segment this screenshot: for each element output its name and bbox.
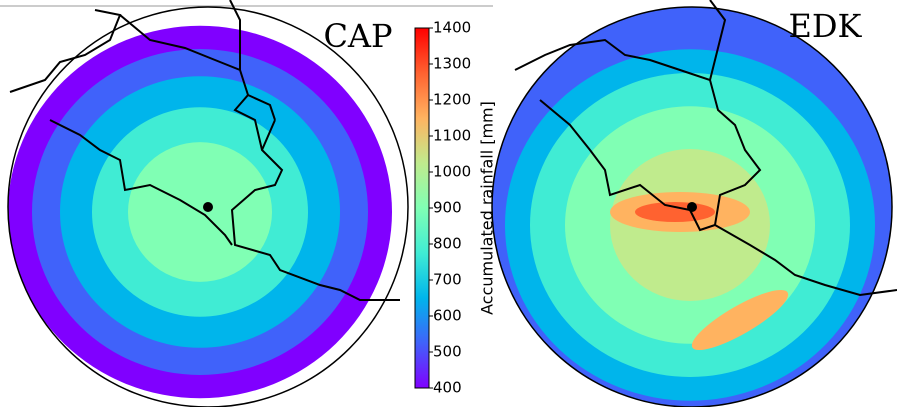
country-borders (9, 0, 897, 301)
tick-label: 900 (433, 199, 462, 217)
colorbar (414, 27, 430, 389)
colorbar-label: Accumulated rainfall [mm] (478, 101, 497, 315)
radar-site (203, 202, 213, 212)
tick-label: 500 (433, 343, 462, 361)
tick-label: 600 (433, 307, 462, 325)
rain-zone (691, 289, 789, 351)
radar-range (491, 6, 893, 407)
radar-range (7, 6, 409, 407)
panel-label: CAP (323, 17, 392, 55)
colorbar-ticks: 400 500 600 700 800 900 1000 1100 1200 1300 1400 (429, 19, 471, 397)
radar-site (687, 202, 697, 212)
panel-label: EDK (789, 7, 863, 45)
tick-label: 1200 (433, 91, 471, 109)
tick-label: 700 (433, 271, 462, 289)
rain-zone (635, 202, 715, 222)
tick-label: 1000 (433, 163, 471, 181)
tick-label: 1100 (433, 127, 471, 145)
tick-label: 1400 (433, 19, 471, 37)
tick-label: 800 (433, 235, 462, 253)
tick-label: 1300 (433, 55, 471, 73)
tick-label: 400 (433, 379, 462, 397)
